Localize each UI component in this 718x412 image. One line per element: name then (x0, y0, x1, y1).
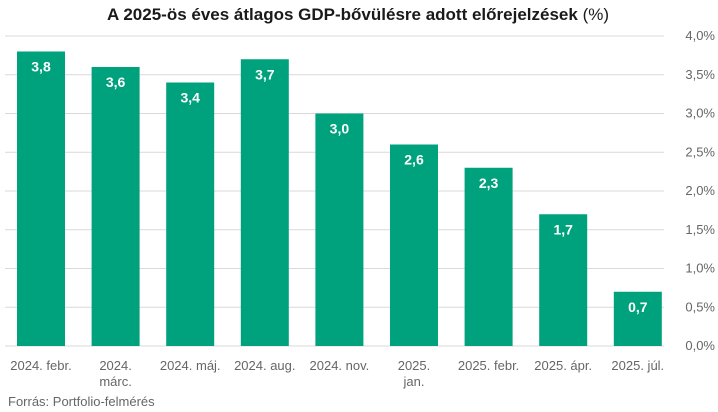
bar (539, 214, 588, 346)
x-tick-label: 2025. ápr. (534, 358, 592, 373)
bar (613, 291, 662, 346)
bar (166, 82, 215, 346)
x-tick-label: 2025. febr. (458, 358, 519, 373)
x-tick-label: 2025. júl. (611, 358, 664, 373)
bar (17, 51, 65, 346)
y-tick-label: 0,5% (685, 299, 715, 314)
y-tick-label: 4,0% (685, 28, 715, 43)
data-label: 0,7 (628, 299, 648, 315)
x-tick-label-line: 2024. aug. (234, 358, 295, 373)
x-tick-label: 2024. nov. (310, 358, 370, 373)
x-tick-label-line: 2024. febr. (10, 358, 71, 373)
data-label: 2,6 (404, 152, 424, 168)
x-tick-label-line: 2025. júl. (611, 358, 664, 373)
x-tick-label-line: 2025. ápr. (534, 358, 592, 373)
chart-title-unit: (%) (583, 5, 609, 24)
bar (240, 59, 289, 346)
x-axis-ticks: 2024. febr. 2024. márc. 2024. máj. 2024. aug… (10, 358, 664, 389)
x-tick-label-line: 2024. máj. (160, 358, 221, 373)
source-note: Forrás: Portfolio-felmérés (8, 394, 155, 409)
data-label: 1,7 (553, 221, 573, 237)
y-tick-label: 2,5% (685, 144, 715, 159)
data-label: 3,4 (180, 90, 200, 106)
bars (17, 51, 662, 346)
data-label: 3,8 (31, 59, 51, 75)
bar (315, 113, 364, 346)
x-tick-label-line: 2025. (398, 358, 431, 373)
data-label: 3,7 (255, 66, 275, 82)
data-label: 3,0 (330, 121, 350, 137)
x-tick-label: 2024. máj. (160, 358, 221, 373)
y-tick-label: 0,0% (685, 338, 715, 353)
bar (91, 67, 140, 346)
x-tick-label: 2025. jan. (398, 358, 431, 389)
y-tick-label: 3,5% (685, 67, 715, 82)
y-axis-ticks: 0,0% 0,5% 1,0% 1,5% 2,0% 2,5% 3,0% 3,5% 4,0% (685, 28, 715, 353)
y-tick-label: 1,0% (685, 261, 715, 276)
bar (464, 167, 513, 346)
x-tick-label-line: 2025. febr. (458, 358, 519, 373)
data-label: 3,6 (106, 74, 126, 90)
data-label: 2,3 (479, 175, 499, 191)
y-tick-label: 3,0% (685, 106, 715, 121)
x-tick-label-line: 2024. (99, 358, 132, 373)
x-tick-label-line: jan. (403, 374, 425, 389)
x-tick-label: 2024. aug. (234, 358, 295, 373)
bar (390, 144, 438, 346)
chart-title: A 2025-ös éves átlagos GDP-bővülésre ado… (107, 5, 609, 24)
x-tick-label: 2024. febr. (10, 358, 71, 373)
y-tick-label: 2,0% (685, 183, 715, 198)
x-tick-label-line: 2024. nov. (310, 358, 370, 373)
data-labels: 3,8 3,6 3,4 3,7 3,0 2,6 2,3 1,7 0,7 (31, 59, 647, 315)
x-tick-label-line: márc. (99, 374, 132, 389)
y-tick-label: 1,5% (685, 222, 715, 237)
x-tick-label: 2024. márc. (99, 358, 132, 389)
